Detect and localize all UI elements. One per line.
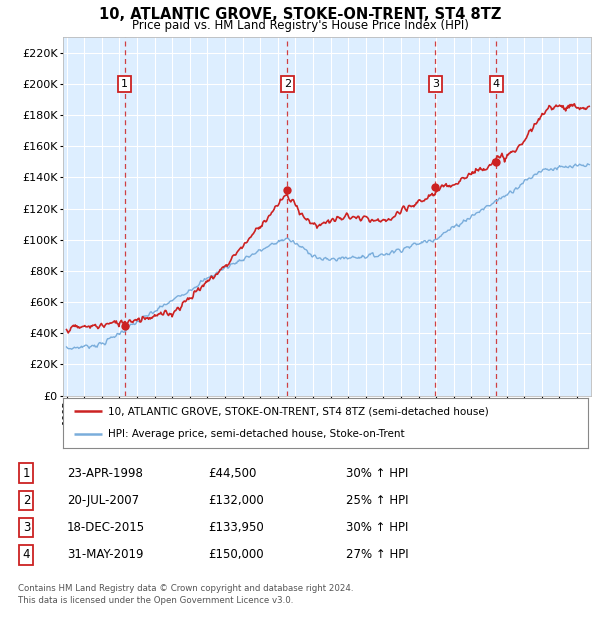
Text: Price paid vs. HM Land Registry's House Price Index (HPI): Price paid vs. HM Land Registry's House … xyxy=(131,19,469,32)
Text: £132,000: £132,000 xyxy=(208,494,263,507)
Text: 23-APR-1998: 23-APR-1998 xyxy=(67,467,143,479)
Text: HPI: Average price, semi-detached house, Stoke-on-Trent: HPI: Average price, semi-detached house,… xyxy=(107,429,404,439)
Text: 10, ATLANTIC GROVE, STOKE-ON-TRENT, ST4 8TZ (semi-detached house): 10, ATLANTIC GROVE, STOKE-ON-TRENT, ST4 … xyxy=(107,407,488,417)
Text: 27% ↑ HPI: 27% ↑ HPI xyxy=(346,549,409,561)
Text: 30% ↑ HPI: 30% ↑ HPI xyxy=(346,521,409,534)
Text: 4: 4 xyxy=(493,79,500,89)
Text: £133,950: £133,950 xyxy=(208,521,263,534)
Text: 4: 4 xyxy=(23,549,30,561)
Text: 30% ↑ HPI: 30% ↑ HPI xyxy=(346,467,409,479)
Text: 2: 2 xyxy=(23,494,30,507)
Text: £150,000: £150,000 xyxy=(208,549,263,561)
Text: 1: 1 xyxy=(121,79,128,89)
Text: Contains HM Land Registry data © Crown copyright and database right 2024.
This d: Contains HM Land Registry data © Crown c… xyxy=(18,584,353,605)
Text: 1: 1 xyxy=(23,467,30,479)
Text: 3: 3 xyxy=(23,521,30,534)
Text: 20-JUL-2007: 20-JUL-2007 xyxy=(67,494,139,507)
Text: 10, ATLANTIC GROVE, STOKE-ON-TRENT, ST4 8TZ: 10, ATLANTIC GROVE, STOKE-ON-TRENT, ST4 … xyxy=(99,7,501,22)
Text: 25% ↑ HPI: 25% ↑ HPI xyxy=(346,494,409,507)
Text: 3: 3 xyxy=(432,79,439,89)
Text: 18-DEC-2015: 18-DEC-2015 xyxy=(67,521,145,534)
Text: 2: 2 xyxy=(284,79,291,89)
Text: 31-MAY-2019: 31-MAY-2019 xyxy=(67,549,143,561)
Text: £44,500: £44,500 xyxy=(208,467,256,479)
